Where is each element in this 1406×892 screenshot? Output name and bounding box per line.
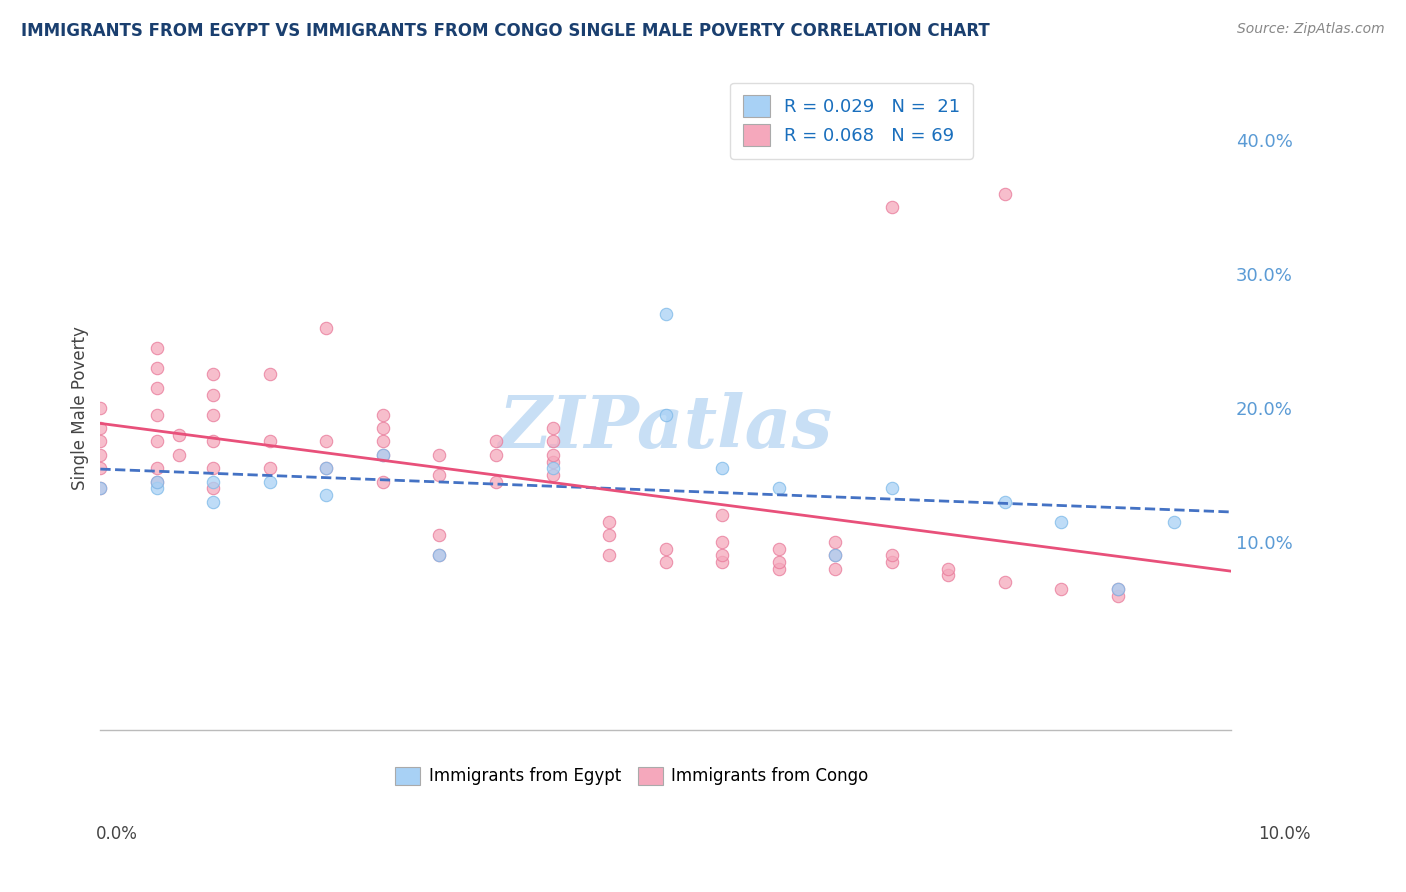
Point [541, 467, 564, 482]
Point [541, 448, 564, 462]
Point [768, 481, 790, 495]
Text: 0.0%: 0.0% [96, 825, 138, 843]
Text: Source: ZipAtlas.com: Source: ZipAtlas.com [1237, 22, 1385, 37]
Point [146, 434, 169, 449]
Point [824, 549, 846, 563]
Point [202, 475, 225, 489]
Point [485, 448, 508, 462]
Point [202, 481, 225, 495]
Point [169, 448, 191, 462]
Point [654, 541, 676, 556]
Point [89, 448, 111, 462]
Point [371, 408, 394, 422]
Point [1050, 515, 1073, 529]
Point [1107, 582, 1129, 596]
Point [711, 461, 734, 475]
Point [315, 461, 337, 475]
Point [146, 381, 169, 395]
Point [89, 401, 111, 415]
Point [146, 475, 169, 489]
Text: IMMIGRANTS FROM EGYPT VS IMMIGRANTS FROM CONGO SINGLE MALE POVERTY CORRELATION C: IMMIGRANTS FROM EGYPT VS IMMIGRANTS FROM… [21, 22, 990, 40]
Point [598, 515, 620, 529]
Point [598, 549, 620, 563]
Point [146, 481, 169, 495]
Point [315, 488, 337, 502]
Point [259, 461, 281, 475]
Point [89, 481, 111, 495]
Point [202, 408, 225, 422]
Point [654, 307, 676, 321]
Point [259, 368, 281, 382]
Point [598, 528, 620, 542]
Point [371, 448, 394, 462]
Point [880, 555, 903, 569]
Point [429, 448, 451, 462]
Point [654, 408, 676, 422]
Point [936, 568, 959, 582]
Point [429, 549, 451, 563]
Point [711, 508, 734, 522]
Legend: Immigrants from Egypt, Immigrants from Congo: Immigrants from Egypt, Immigrants from C… [388, 760, 875, 792]
Point [371, 421, 394, 435]
Point [824, 535, 846, 549]
Point [146, 341, 169, 355]
Point [768, 541, 790, 556]
Point [541, 454, 564, 468]
Point [654, 555, 676, 569]
Point [1050, 582, 1073, 596]
Point [1163, 515, 1185, 529]
Point [485, 434, 508, 449]
Point [89, 434, 111, 449]
Point [259, 434, 281, 449]
Point [994, 186, 1017, 201]
Point [202, 368, 225, 382]
Y-axis label: Single Male Poverty: Single Male Poverty [72, 326, 89, 490]
Point [1107, 589, 1129, 603]
Point [880, 481, 903, 495]
Point [315, 434, 337, 449]
Point [936, 562, 959, 576]
Point [315, 461, 337, 475]
Point [880, 549, 903, 563]
Point [711, 535, 734, 549]
Text: 10.0%: 10.0% [1258, 825, 1310, 843]
Point [89, 421, 111, 435]
Point [541, 461, 564, 475]
Point [994, 575, 1017, 590]
Point [371, 448, 394, 462]
Point [880, 200, 903, 214]
Point [315, 320, 337, 334]
Point [89, 461, 111, 475]
Point [146, 461, 169, 475]
Point [711, 555, 734, 569]
Point [169, 427, 191, 442]
Point [202, 494, 225, 508]
Point [485, 475, 508, 489]
Point [1107, 582, 1129, 596]
Point [994, 494, 1017, 508]
Point [371, 475, 394, 489]
Point [146, 360, 169, 375]
Text: ZIPatlas: ZIPatlas [499, 392, 832, 463]
Point [146, 408, 169, 422]
Point [824, 562, 846, 576]
Point [768, 555, 790, 569]
Point [541, 434, 564, 449]
Point [202, 461, 225, 475]
Point [371, 434, 394, 449]
Point [146, 475, 169, 489]
Point [89, 481, 111, 495]
Point [202, 387, 225, 401]
Point [429, 528, 451, 542]
Point [541, 421, 564, 435]
Point [429, 467, 451, 482]
Point [259, 475, 281, 489]
Point [429, 549, 451, 563]
Point [202, 434, 225, 449]
Point [711, 549, 734, 563]
Point [768, 562, 790, 576]
Point [824, 549, 846, 563]
